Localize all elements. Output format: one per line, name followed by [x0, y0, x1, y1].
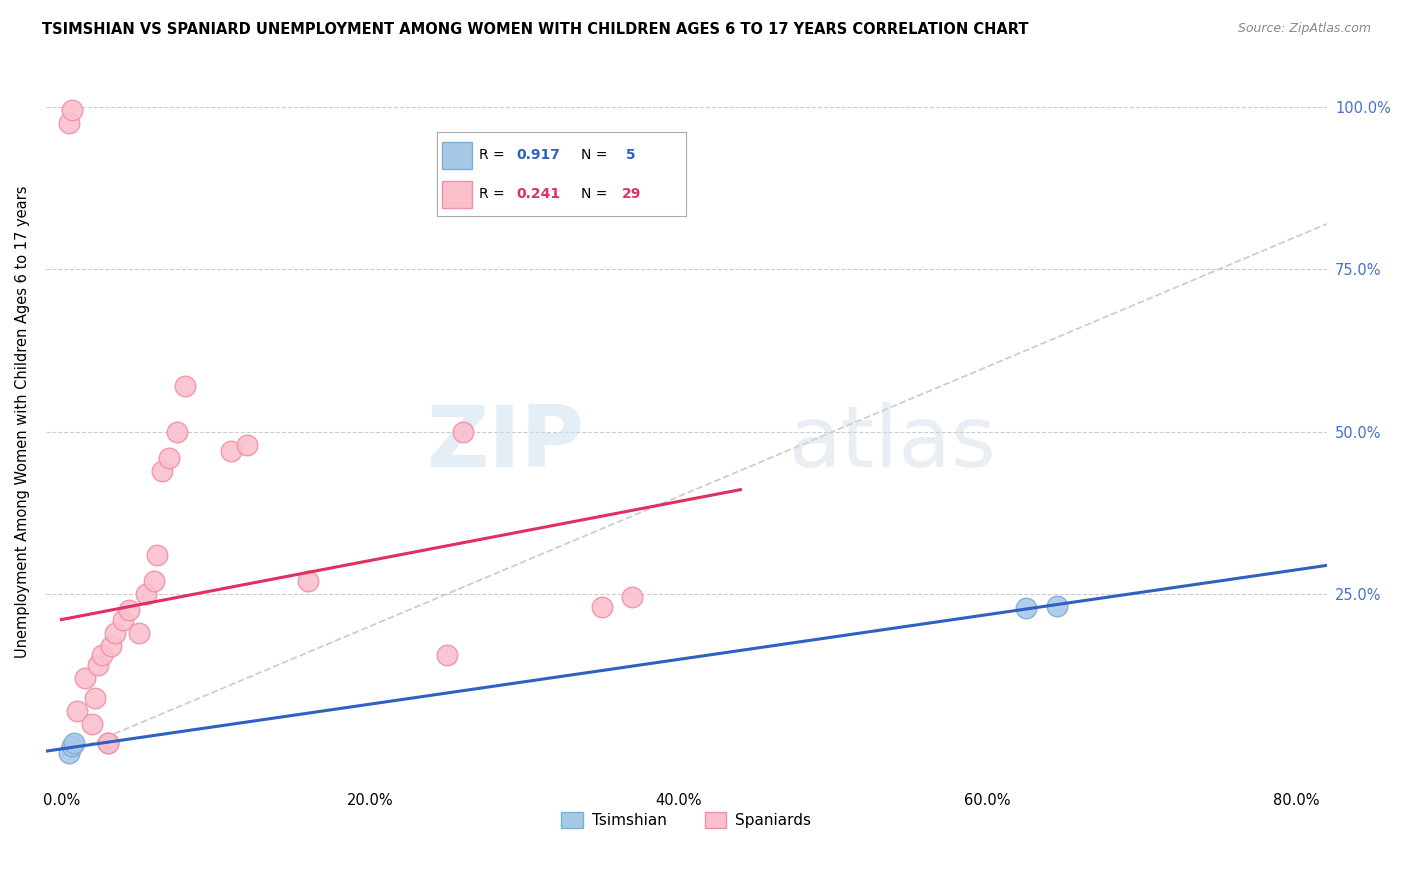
Y-axis label: Unemployment Among Women with Children Ages 6 to 17 years: Unemployment Among Women with Children A… — [15, 186, 30, 658]
Point — [135, 587, 157, 601]
Point — [621, 590, 644, 604]
Point — [1046, 599, 1069, 613]
Point — [66, 704, 89, 718]
Point — [219, 444, 242, 458]
Point — [159, 450, 181, 465]
Point — [235, 437, 257, 451]
Text: TSIMSHIAN VS SPANIARD UNEMPLOYMENT AMONG WOMEN WITH CHILDREN AGES 6 TO 17 YEARS : TSIMSHIAN VS SPANIARD UNEMPLOYMENT AMONG… — [42, 22, 1029, 37]
Point — [297, 574, 319, 588]
Point — [146, 548, 169, 562]
Point — [128, 625, 150, 640]
Point — [82, 716, 104, 731]
Point — [84, 690, 107, 705]
Point — [150, 463, 173, 477]
Point — [97, 736, 120, 750]
Point — [97, 736, 120, 750]
Point — [591, 599, 613, 614]
Point — [100, 639, 122, 653]
Point — [58, 746, 80, 760]
Point — [173, 379, 195, 393]
Text: atlas: atlas — [789, 402, 997, 485]
Point — [58, 116, 80, 130]
Point — [90, 648, 112, 663]
Point — [118, 603, 141, 617]
Point — [166, 425, 188, 439]
Point — [60, 103, 83, 118]
Point — [104, 625, 127, 640]
Legend: Tsimshian, Spaniards: Tsimshian, Spaniards — [554, 805, 820, 836]
Point — [436, 648, 458, 663]
Point — [143, 574, 166, 588]
Point — [1015, 601, 1038, 615]
Point — [62, 736, 84, 750]
Point — [451, 425, 474, 439]
Point — [60, 739, 83, 754]
Point — [73, 671, 96, 685]
Text: ZIP: ZIP — [426, 402, 583, 485]
Point — [87, 658, 110, 673]
Text: Source: ZipAtlas.com: Source: ZipAtlas.com — [1237, 22, 1371, 36]
Point — [112, 613, 135, 627]
